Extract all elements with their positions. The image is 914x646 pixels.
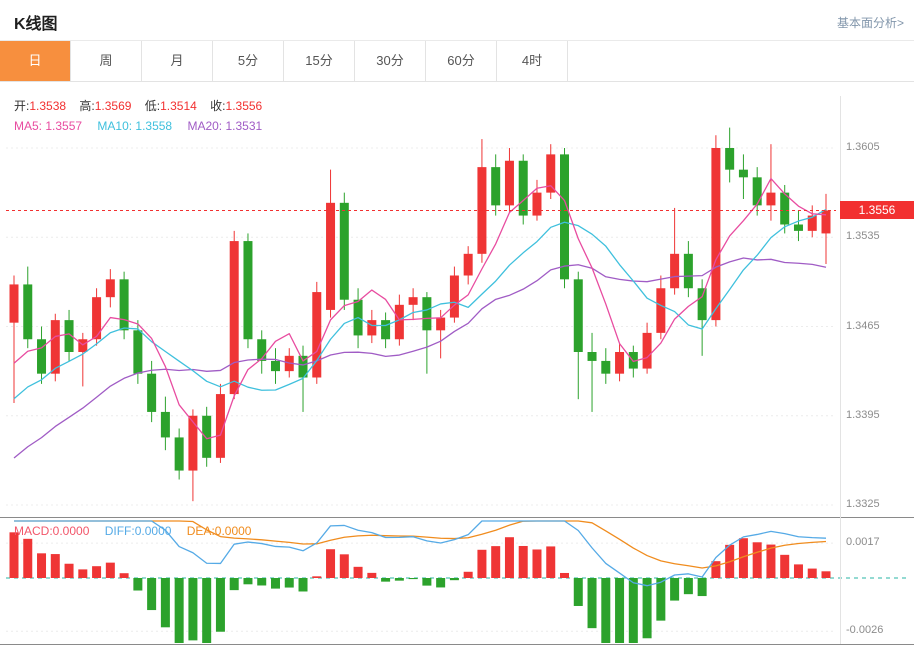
page-title: K线图 <box>14 16 58 33</box>
interval-tabs: 日周月 5分 15分 30分 60分 4时 <box>0 40 914 82</box>
ohlc-low-label: 低: <box>144 99 161 113</box>
ohlc-open-label: 开: <box>14 99 30 113</box>
current-price-tag: 1.3556 <box>840 201 914 220</box>
tab-week[interactable]: 周 <box>71 41 142 81</box>
diff-value-legend: DIFF:0.0000 <box>104 524 172 538</box>
price-axis-label: 1.3535 <box>846 230 880 243</box>
tab-15min[interactable]: 15分 <box>284 41 355 81</box>
ohlc-low-value: 1.3514 <box>160 99 197 113</box>
ohlc-open-value: 1.3538 <box>29 99 67 113</box>
ohlc-close-value: 1.3556 <box>225 99 263 113</box>
price-axis-label: 1.3325 <box>846 498 880 510</box>
tab-month[interactable]: 月 <box>142 41 213 81</box>
ma-legend: MA5: 1.3557 MA10: 1.3558 MA20: 1.3531 <box>14 119 274 133</box>
fundamental-analysis-link[interactable]: 基本面分析> <box>836 15 904 30</box>
macd-axis-label: -0.0026 <box>846 624 884 637</box>
tab-30min[interactable]: 30分 <box>355 41 426 81</box>
ohlc-high-value: 1.3569 <box>94 99 132 113</box>
dea-value-legend: DEA:0.0000 <box>186 524 252 538</box>
ohlc-high-label: 高: <box>79 99 95 113</box>
price-axis-label: 1.3605 <box>846 141 880 153</box>
tab-4hour[interactable]: 4时 <box>497 41 568 81</box>
header: K线图 基本面分析> <box>0 0 914 40</box>
macd-axis-label: 0.0017 <box>846 536 880 549</box>
tab-5min[interactable]: 5分 <box>213 41 284 81</box>
macd-legend: MACD:0.0000 DIFF:0.0000 DEA:0.0000 <box>14 524 263 538</box>
tab-60min[interactable]: 60分 <box>426 41 497 81</box>
macd-value-legend: MACD:0.0000 <box>14 524 90 538</box>
ma5-legend: MA5: 1.3557 <box>14 119 83 133</box>
ma10-legend: MA10: 1.3558 <box>97 119 173 133</box>
price-axis-label: 1.3465 <box>846 319 880 332</box>
price-axis-label: 1.3395 <box>846 408 880 421</box>
ohlc-legend: 开:1.3538 高:1.3569 低:1.3514 收:1.3556 <box>14 97 272 114</box>
ma20-legend: MA20: 1.3531 <box>187 119 263 133</box>
tab-day[interactable]: 日 <box>0 41 71 81</box>
ohlc-close-label: 收: <box>210 99 226 113</box>
